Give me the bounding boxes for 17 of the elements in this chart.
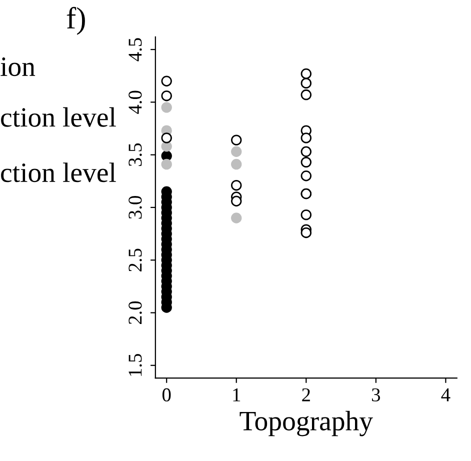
x-axis-title: Topography bbox=[240, 410, 373, 436]
x-tick-label: 3 bbox=[372, 388, 380, 402]
text: ction level bbox=[1, 162, 116, 182]
x-tick-label: 0 bbox=[162, 388, 171, 402]
x-tick-label: 1 bbox=[233, 388, 240, 402]
x-tick-label: 4 bbox=[441, 388, 450, 402]
y-tick-label: 4.5 bbox=[128, 38, 142, 62]
y-tick-label: 4.0 bbox=[128, 90, 142, 114]
text: ion bbox=[0, 57, 36, 76]
y-tick-label: 1.5 bbox=[128, 354, 142, 376]
y-tick-label: 2.0 bbox=[128, 301, 142, 324]
y-tick-label: 2.5 bbox=[128, 248, 142, 272]
chart-title: f) bbox=[66, 6, 85, 35]
x-tick-label: 2 bbox=[302, 388, 310, 402]
text: ction level bbox=[1, 107, 116, 127]
y-tick-label: 3.5 bbox=[128, 143, 142, 166]
y-tick-label: 3.0 bbox=[128, 196, 142, 219]
